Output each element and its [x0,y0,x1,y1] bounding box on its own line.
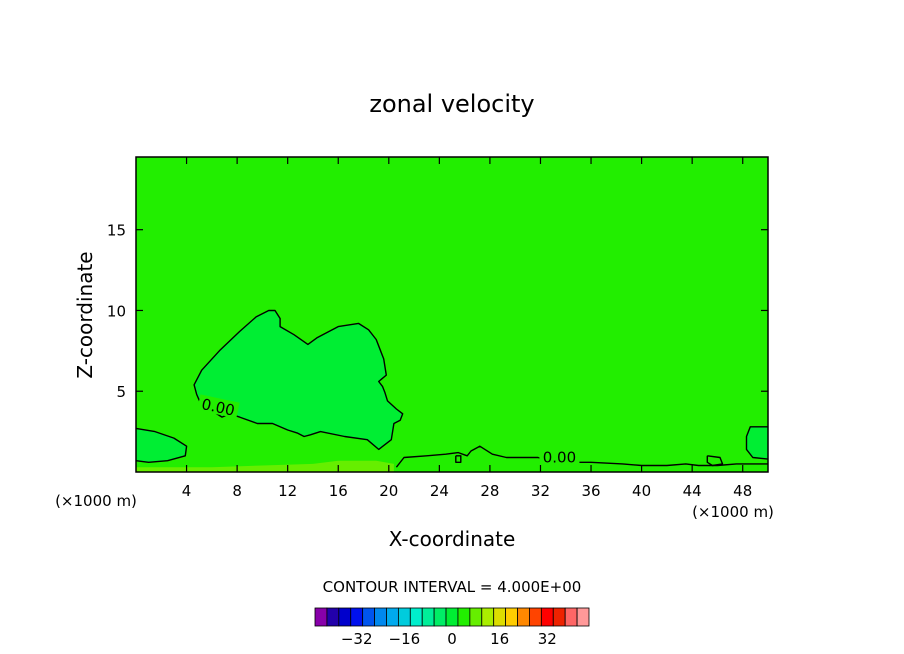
colorbar-swatch [576,607,590,627]
colorbar-tick-label: 0 [447,630,457,648]
colorbar-swatch [457,607,471,627]
colorbar-swatch [350,607,364,627]
zero-contour-right-edge-fill [746,426,768,460]
colorbar-swatch [326,607,340,627]
colorbar-swatch [314,607,328,627]
colorbar-swatch [397,607,411,627]
x-tick-label: 28 [480,482,499,500]
colorbar [314,607,590,627]
x-tick-label: 24 [430,482,449,500]
zero-contour-bump-b [706,455,724,467]
colorbar-swatch [409,607,423,627]
colorbar-swatch [517,607,530,627]
x-tick-label: 48 [733,482,752,500]
x-axis-unit-label: (×1000 m) [692,503,774,521]
x-tick-labels: 4 8 12 16 20 24 28 32 36 40 44 48 [182,482,752,500]
contour-label-bg [197,394,240,419]
colorbar-labels: −32 −16 0 16 32 [341,630,557,648]
x-tick-label: 16 [329,482,348,500]
zero-contour-bottom-ridge [395,445,768,468]
colorbar-swatch [421,607,435,627]
colorbar-tick-label: −32 [341,630,373,648]
y-tick-label: 15 [107,222,126,240]
contour-fills [136,310,768,472]
colorbar-swatch [552,607,566,627]
colorbar-swatch [493,607,507,627]
colorbar-tick-label: 16 [490,630,509,648]
contour-interval-label: CONTOUR INTERVAL = 4.000E+00 [323,578,582,596]
colorbar-swatch [338,607,352,627]
x-tick-label: 44 [683,482,702,500]
contour-label: 0.00 [543,448,576,466]
colorbar-swatch [564,607,578,627]
plot-area: 0.000.00 [135,156,769,473]
plot-background [136,157,768,472]
x-tick-label: 32 [531,482,550,500]
zero-contour-blob-fill [194,310,403,450]
zero-contour-left-edge [135,427,188,463]
colorbar-tick-label: −16 [389,630,421,648]
colorbar-swatch [433,607,447,627]
colorbar-swatch [505,607,518,627]
zero-contour-bump-a [455,455,462,463]
x-tick-label: 20 [379,482,398,500]
plot-frame [135,156,769,473]
colorbar-tick-label: 32 [538,630,557,648]
contour-label-bg [539,448,580,465]
colorbar-swatch [386,607,399,627]
colorbar-swatch [529,607,542,627]
y-tick-label: 10 [107,302,126,320]
x-tick-label: 36 [581,482,600,500]
chart-title: zonal velocity [369,90,534,118]
axis-ticks [136,157,768,472]
colorbar-swatch [362,607,375,627]
x-tick-label: 8 [232,482,242,500]
zero-contour-left-edge-fill [136,428,187,463]
colorbar-swatch [374,607,387,627]
x-tick-label: 12 [278,482,297,500]
contour-lines [135,309,769,468]
zero-contour-right-edge [745,426,769,460]
colorbar-swatch [469,607,483,627]
y-tick-label: 5 [116,383,126,401]
zero-contour-blob [193,309,404,451]
colorbar-swatch [481,607,495,627]
y-tick-labels: 5 10 15 [107,222,126,402]
near-surface-band [136,460,394,472]
x-tick-label: 40 [632,482,651,500]
x-tick-label: 4 [182,482,192,500]
colorbar-swatch [540,607,554,627]
colorbar-swatch [445,607,459,627]
y-axis-title: Z-coordinate [73,251,97,378]
z-axis-unit-label: (×1000 m) [55,492,137,510]
x-axis-title: X-coordinate [389,527,516,551]
